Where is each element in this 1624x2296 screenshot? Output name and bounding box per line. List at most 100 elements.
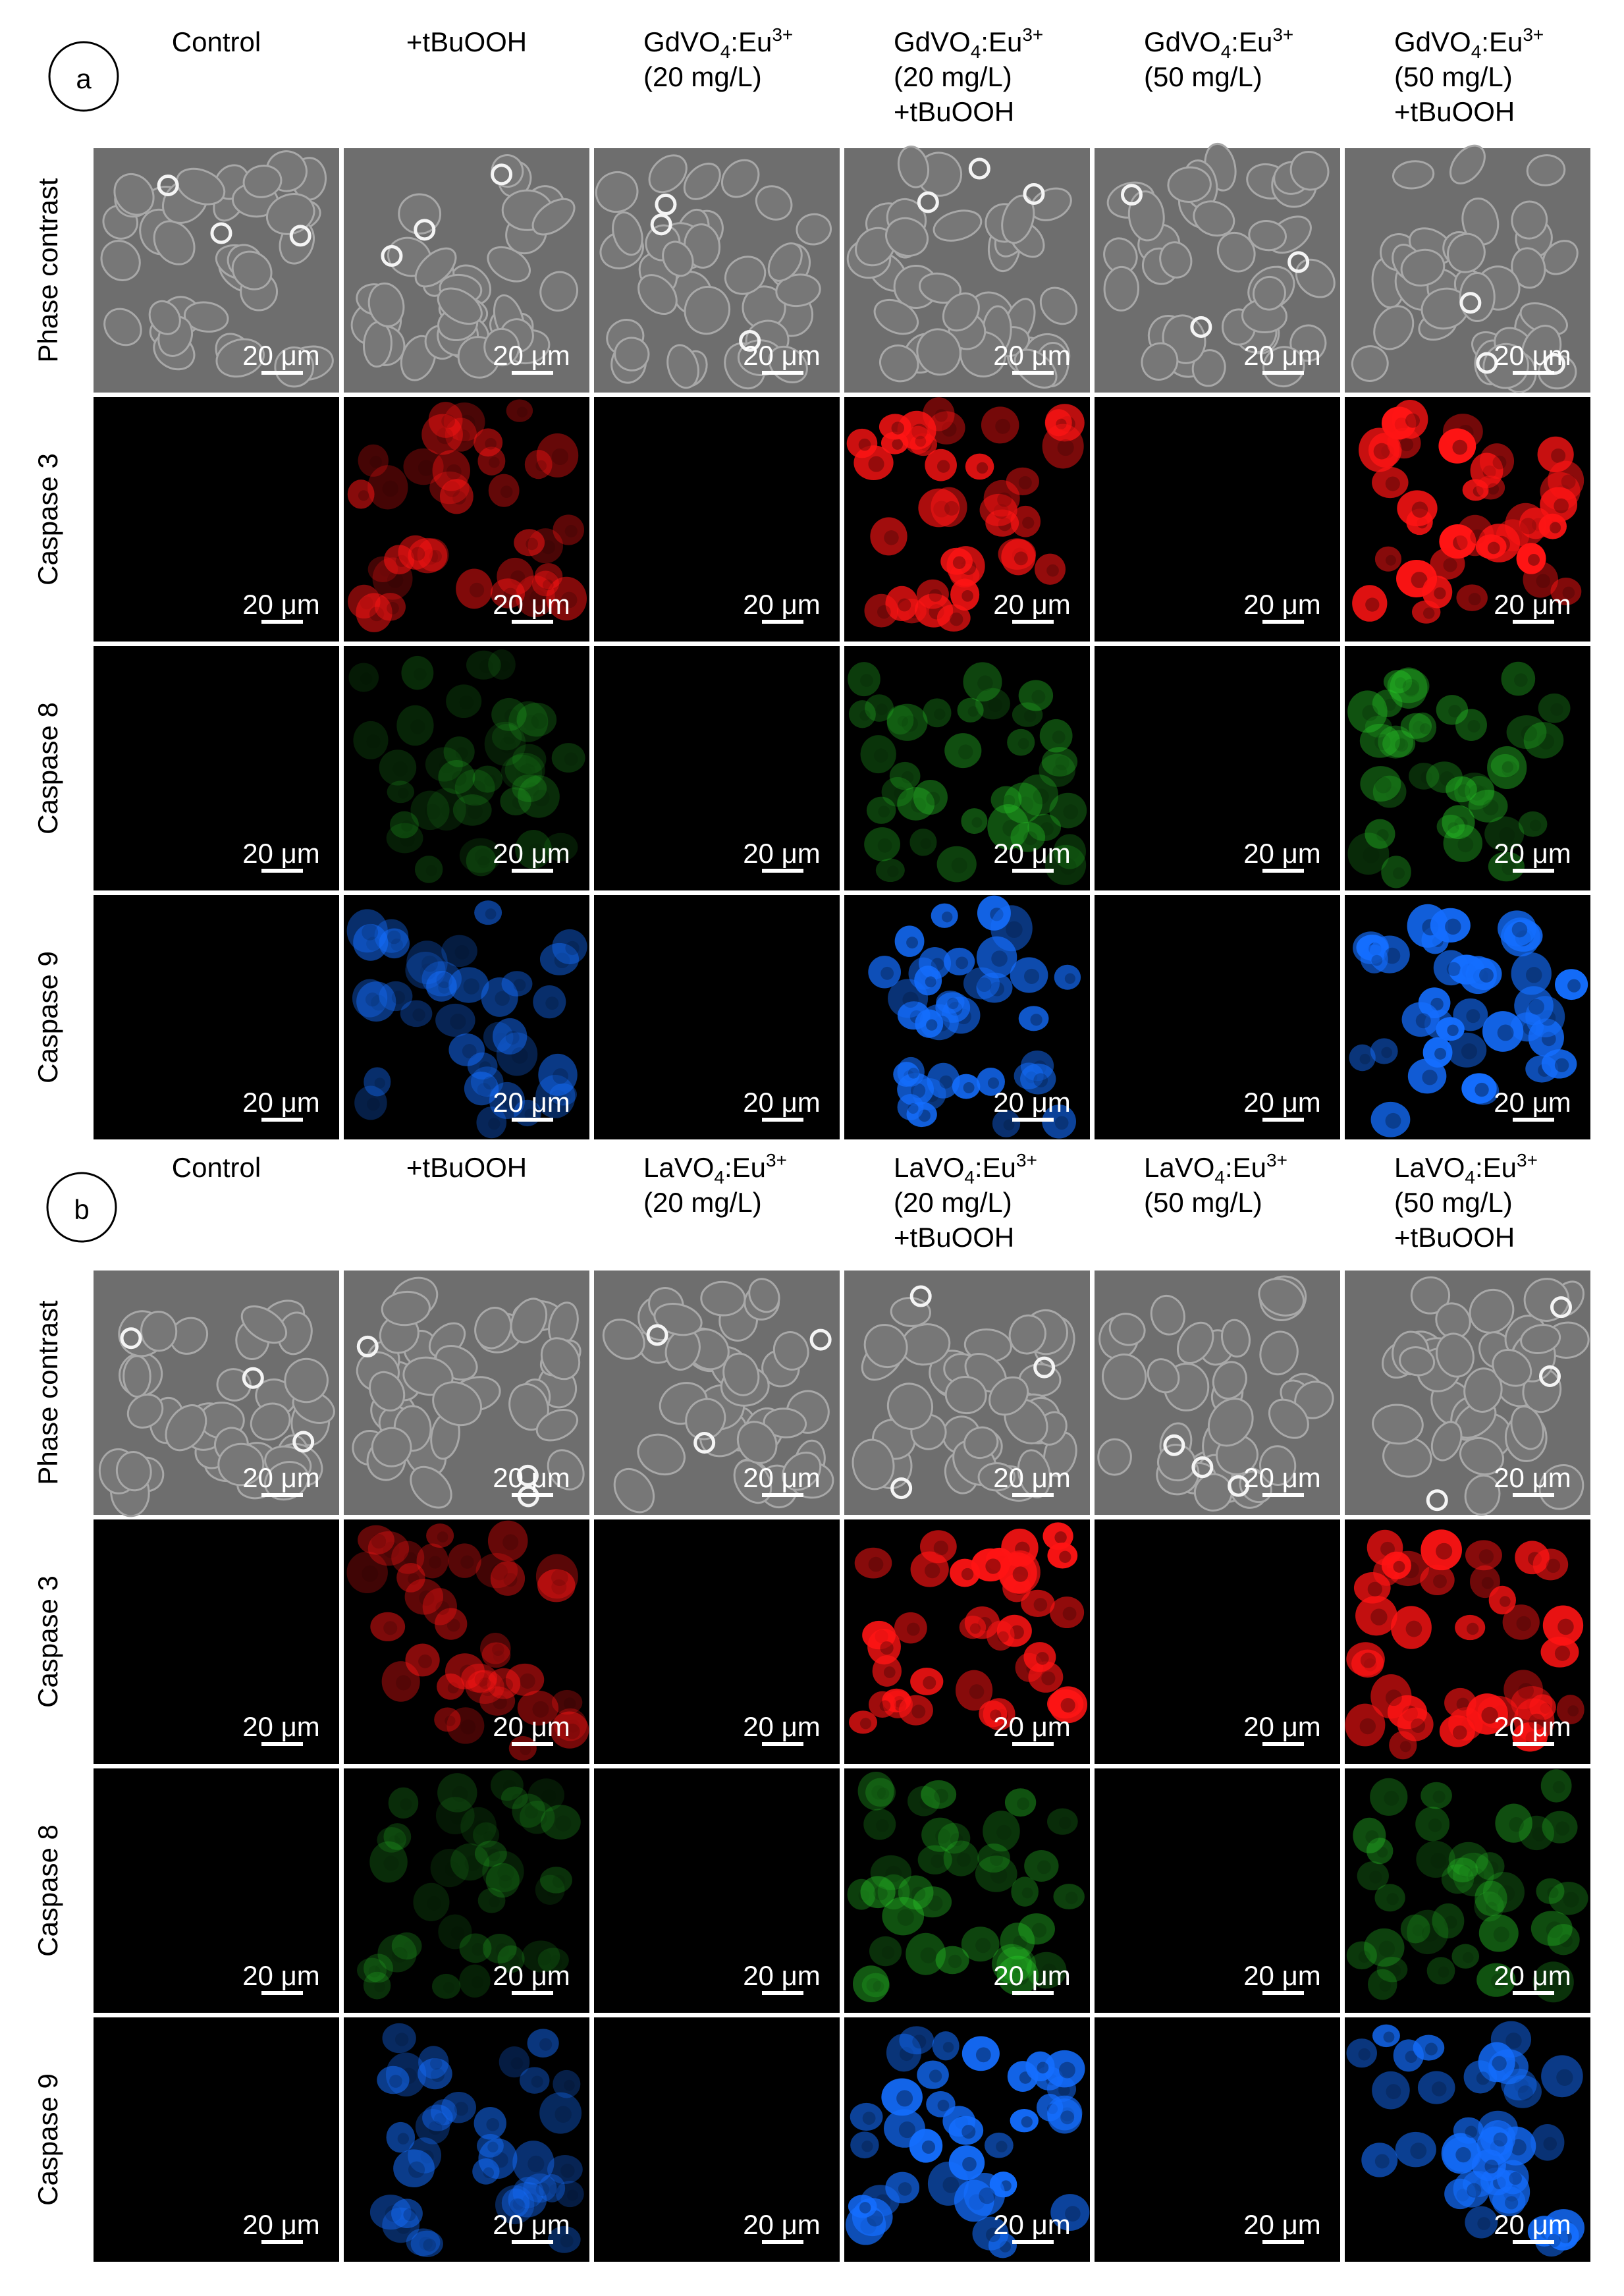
nucleus <box>389 2075 402 2088</box>
stained-cell <box>418 2058 452 2090</box>
stained-cell <box>899 2026 934 2055</box>
stained-cell <box>429 471 470 505</box>
nucleus <box>1060 858 1077 875</box>
stained-cell <box>877 1874 910 1910</box>
scale-bar-label: 20 μm <box>493 1711 570 1742</box>
rounded-cell <box>1287 251 1310 273</box>
stained-cell <box>550 1711 589 1749</box>
nucleus <box>896 2090 913 2107</box>
formula-ion: :Eu <box>981 26 1022 57</box>
nucleus <box>871 1785 886 1800</box>
cell-outline <box>613 1467 655 1514</box>
scale-bar <box>512 1742 553 1746</box>
stained-cell <box>393 2149 435 2188</box>
stained-cell <box>861 1973 890 1998</box>
cell-outline <box>115 1450 152 1492</box>
micrograph: 20 μm <box>844 1519 1090 1764</box>
stained-cell <box>1023 1642 1056 1672</box>
nucleus <box>939 1075 953 1089</box>
nucleus <box>454 944 470 960</box>
nucleus <box>539 2038 553 2051</box>
stained-cell <box>1041 747 1078 777</box>
stained-cell <box>975 688 1010 720</box>
stained-cell <box>538 1053 578 1096</box>
stained-cell <box>1382 730 1416 757</box>
scale-bar-label: 20 μm <box>493 1087 570 1118</box>
scale-bar <box>512 869 553 873</box>
micrograph: 20 μm <box>344 1519 589 1764</box>
nucleus <box>437 1531 448 1543</box>
stained-cell <box>976 936 1017 979</box>
nucleus <box>859 710 871 721</box>
row-label: Phase contrast <box>32 1300 63 1485</box>
stained-cell <box>963 662 1002 702</box>
stained-cell <box>1364 1928 1405 1967</box>
cell-outline <box>1207 1398 1254 1447</box>
column-header: +tBuOOH <box>894 96 1014 127</box>
nucleus <box>1438 1966 1449 1978</box>
nucleus <box>1444 1915 1457 1929</box>
stained-cell <box>1430 548 1465 580</box>
stained-cell <box>547 2154 583 2184</box>
rounded-cell <box>1120 184 1143 206</box>
nucleus <box>369 607 385 622</box>
rounded-cell <box>968 157 990 180</box>
nucleus <box>360 672 373 685</box>
stained-cell <box>863 1809 896 1840</box>
stained-cell <box>1383 670 1413 694</box>
stained-cell <box>1407 1909 1449 1955</box>
nucleus <box>1059 1817 1071 1829</box>
stained-cell <box>1465 775 1495 806</box>
stained-cell <box>1478 1914 1519 1952</box>
nucleus <box>859 1718 872 1730</box>
cell-outline <box>547 1449 585 1490</box>
scale-bar-label: 20 μm <box>1494 589 1571 620</box>
scale-bar <box>1262 2240 1304 2244</box>
nucleus <box>1551 448 1566 463</box>
stained-cell <box>386 823 423 854</box>
nucleus <box>554 952 570 969</box>
scale-bar <box>261 1991 303 1995</box>
cell-outline <box>1141 342 1179 381</box>
stained-cell <box>870 517 907 556</box>
nucleus <box>934 409 948 422</box>
nucleus <box>387 930 401 944</box>
image-background <box>1095 1519 1340 1764</box>
stained-cell <box>465 1670 504 1704</box>
stained-cell <box>1421 1782 1452 1809</box>
column-header: +tBuOOH <box>406 26 527 57</box>
stained-cell <box>977 1067 1005 1096</box>
stained-cell <box>1047 1689 1084 1719</box>
stained-cell <box>472 765 503 793</box>
nucleus <box>552 1874 566 1888</box>
stained-cell <box>445 418 477 452</box>
nucleus <box>997 492 1012 507</box>
column-header: (50 mg/L) <box>1144 61 1262 92</box>
scale-bar-label: 20 μm <box>1243 1087 1321 1118</box>
nucleus <box>1041 1671 1056 1685</box>
formula-ion: :Eu <box>1475 1152 1517 1183</box>
nucleus <box>423 2238 437 2252</box>
panel-label: b <box>74 1194 89 1225</box>
nucleus <box>1463 1853 1479 1869</box>
stained-cell <box>864 593 899 628</box>
nucleus <box>1502 860 1517 875</box>
nucleus <box>460 1555 474 1569</box>
cell-outline <box>1482 342 1529 389</box>
scale-bar <box>1012 1742 1054 1746</box>
nucleus <box>1557 1618 1574 1635</box>
nucleus <box>445 1861 460 1877</box>
scale-bar <box>762 1493 803 1497</box>
image-background <box>1095 2017 1340 2262</box>
stained-cell <box>1480 2120 1516 2156</box>
stained-cell <box>546 576 587 621</box>
nucleus <box>1023 709 1037 723</box>
scale-bar <box>261 2240 303 2244</box>
scale-bar <box>1012 869 1054 873</box>
stained-cell <box>536 433 579 478</box>
stained-cell <box>848 662 880 697</box>
stained-cell <box>1378 725 1414 759</box>
nucleus <box>951 857 967 874</box>
micrograph: 20 μm <box>1345 144 1590 393</box>
row-label: Caspase 9 <box>32 951 63 1083</box>
